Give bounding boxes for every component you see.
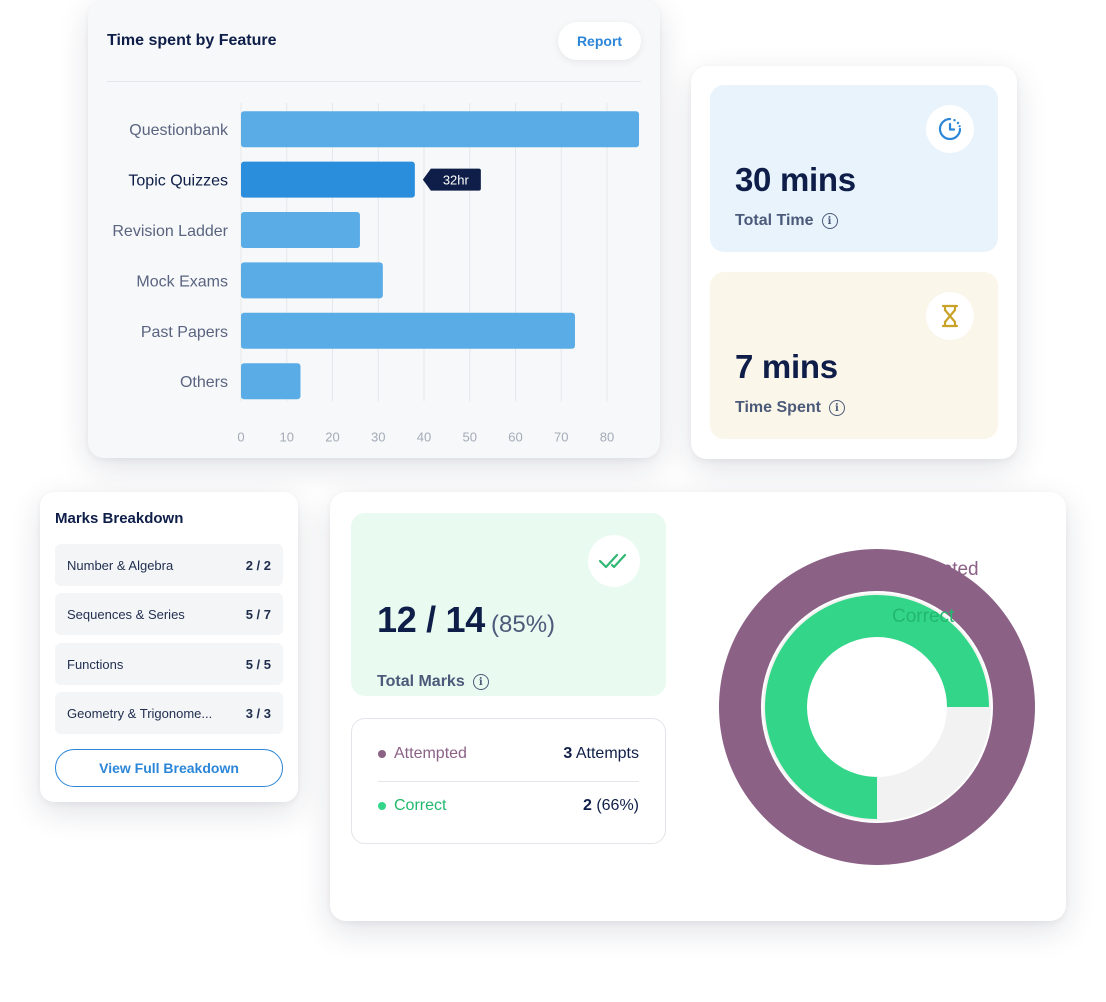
x-tick-label: 60 xyxy=(508,429,522,444)
donut-correct-arc[interactable] xyxy=(765,595,989,819)
clock-icon xyxy=(926,105,974,153)
marks-breakdown-title: Marks Breakdown xyxy=(55,510,184,527)
marks-row-score: 5 / 7 xyxy=(245,606,271,622)
marks-donut-chart xyxy=(718,549,1035,865)
donut-attempted-label: Attempted xyxy=(892,559,979,580)
view-full-breakdown-button[interactable]: View Full Breakdown xyxy=(55,749,283,787)
total-marks-label-row: Total Marks i xyxy=(377,673,489,691)
category-label: Mock Exams xyxy=(136,273,228,290)
marks-breakdown-card: Marks Breakdown Number & Algebra 2 / 2 S… xyxy=(40,492,298,802)
bar[interactable] xyxy=(241,262,383,299)
category-label: Past Papers xyxy=(141,324,228,341)
correct-key: Correct xyxy=(378,797,446,815)
bar[interactable] xyxy=(241,111,640,148)
total-time-value: 30 mins xyxy=(735,161,856,198)
marks-row: Geometry & Trigonome... 3 / 3 xyxy=(55,692,283,734)
correct-dot xyxy=(378,802,386,810)
marks-row-score: 5 / 5 xyxy=(245,656,271,672)
attempted-key: Attempted xyxy=(378,745,467,763)
total-marks-value-row: 12 / 14 (85%) xyxy=(377,599,555,641)
bar-tooltip xyxy=(422,168,481,191)
marks-row: Functions 5 / 5 xyxy=(55,643,283,685)
time-spent-box: 7 mins Time Spent i xyxy=(710,272,998,439)
time-card-title: Time spent by Feature xyxy=(107,32,277,49)
donut-correct-label: Correct xyxy=(892,606,955,627)
correct-label: Correct xyxy=(394,797,447,814)
x-tick-label: 10 xyxy=(280,429,294,444)
correct-count: 2 xyxy=(582,797,592,814)
total-time-label-row: Total Time i xyxy=(735,212,838,230)
attempted-row: Attempted 3 Attempts xyxy=(378,745,639,763)
x-tick-label: 40 xyxy=(417,429,431,444)
report-button[interactable]: Report xyxy=(558,22,641,60)
x-tick-label: 80 xyxy=(600,429,614,444)
info-icon[interactable]: i xyxy=(821,213,838,229)
correct-row: Correct 2 (66%) xyxy=(378,797,639,815)
x-tick-label: 70 xyxy=(554,429,568,444)
time-spent-label: Time Spent xyxy=(735,399,821,416)
title-divider xyxy=(107,81,641,82)
category-label: Topic Quizzes xyxy=(128,173,228,190)
total-marks-percent: (85%) xyxy=(491,611,556,638)
bar[interactable] xyxy=(241,212,360,248)
marks-row-topic: Number & Algebra xyxy=(67,557,174,573)
x-tick-label: 20 xyxy=(325,429,339,444)
legend-divider xyxy=(378,781,639,782)
total-marks-box: 12 / 14 (85%) Total Marks i xyxy=(351,513,666,696)
attempts-legend: Attempted 3 Attempts Correct 2 (66%) xyxy=(351,718,666,844)
marks-row-topic: Sequences & Series xyxy=(67,606,185,622)
x-tick-label: 30 xyxy=(371,429,385,444)
bar[interactable] xyxy=(241,363,301,400)
time-spent-label-row: Time Spent i xyxy=(735,399,845,417)
time-spent-value: 7 mins xyxy=(735,348,838,385)
total-time-label: Total Time xyxy=(735,212,814,229)
category-label: Questionbank xyxy=(129,122,229,139)
attempted-label: Attempted xyxy=(394,745,467,762)
attempted-suffix: Attempts xyxy=(575,745,639,762)
category-label: Others xyxy=(180,374,228,391)
marks-row-score: 2 / 2 xyxy=(245,557,271,573)
attempted-dot xyxy=(378,750,386,758)
marks-row-topic: Functions xyxy=(67,656,124,672)
marks-row: Sequences & Series 5 / 7 xyxy=(55,593,283,635)
marks-row: Number & Algebra 2 / 2 xyxy=(55,544,283,586)
total-marks-value: 12 / 14 xyxy=(377,599,485,640)
bar[interactable] xyxy=(241,161,415,198)
total-marks-label: Total Marks xyxy=(377,673,465,690)
correct-suffix: (66%) xyxy=(596,797,639,814)
x-tick-label: 0 xyxy=(237,429,244,444)
time-by-feature-card: Time spent by Feature Report 0 10 20 30 40 50… xyxy=(88,0,660,458)
hourglass-icon xyxy=(926,292,974,340)
total-time-box: 30 mins Total Time i xyxy=(710,85,998,252)
feature-bar-chart: 0 10 20 30 40 50 60 70 80 Questionbank Topic Quizz… xyxy=(112,103,640,444)
marks-row-topic: Geometry & Trigonome... xyxy=(67,705,213,721)
total-marks-card: 12 / 14 (85%) Total Marks i Attempted 3 A… xyxy=(330,492,1066,921)
info-icon[interactable]: i xyxy=(828,400,845,416)
category-label: Revision Ladder xyxy=(112,223,228,240)
x-tick-label: 50 xyxy=(463,429,477,444)
double-check-icon xyxy=(588,535,640,587)
attempted-count: 3 xyxy=(563,745,573,762)
info-icon[interactable]: i xyxy=(472,674,489,690)
correct-value: 2 (66%) xyxy=(583,797,639,815)
marks-row-score: 3 / 3 xyxy=(245,705,271,721)
bar[interactable] xyxy=(241,312,575,349)
bar-tooltip-text: 32hr xyxy=(443,173,470,188)
attempted-value: 3 Attempts xyxy=(563,745,639,763)
time-stats-card: 30 mins Total Time i 7 mins Time Spent i xyxy=(691,66,1017,459)
